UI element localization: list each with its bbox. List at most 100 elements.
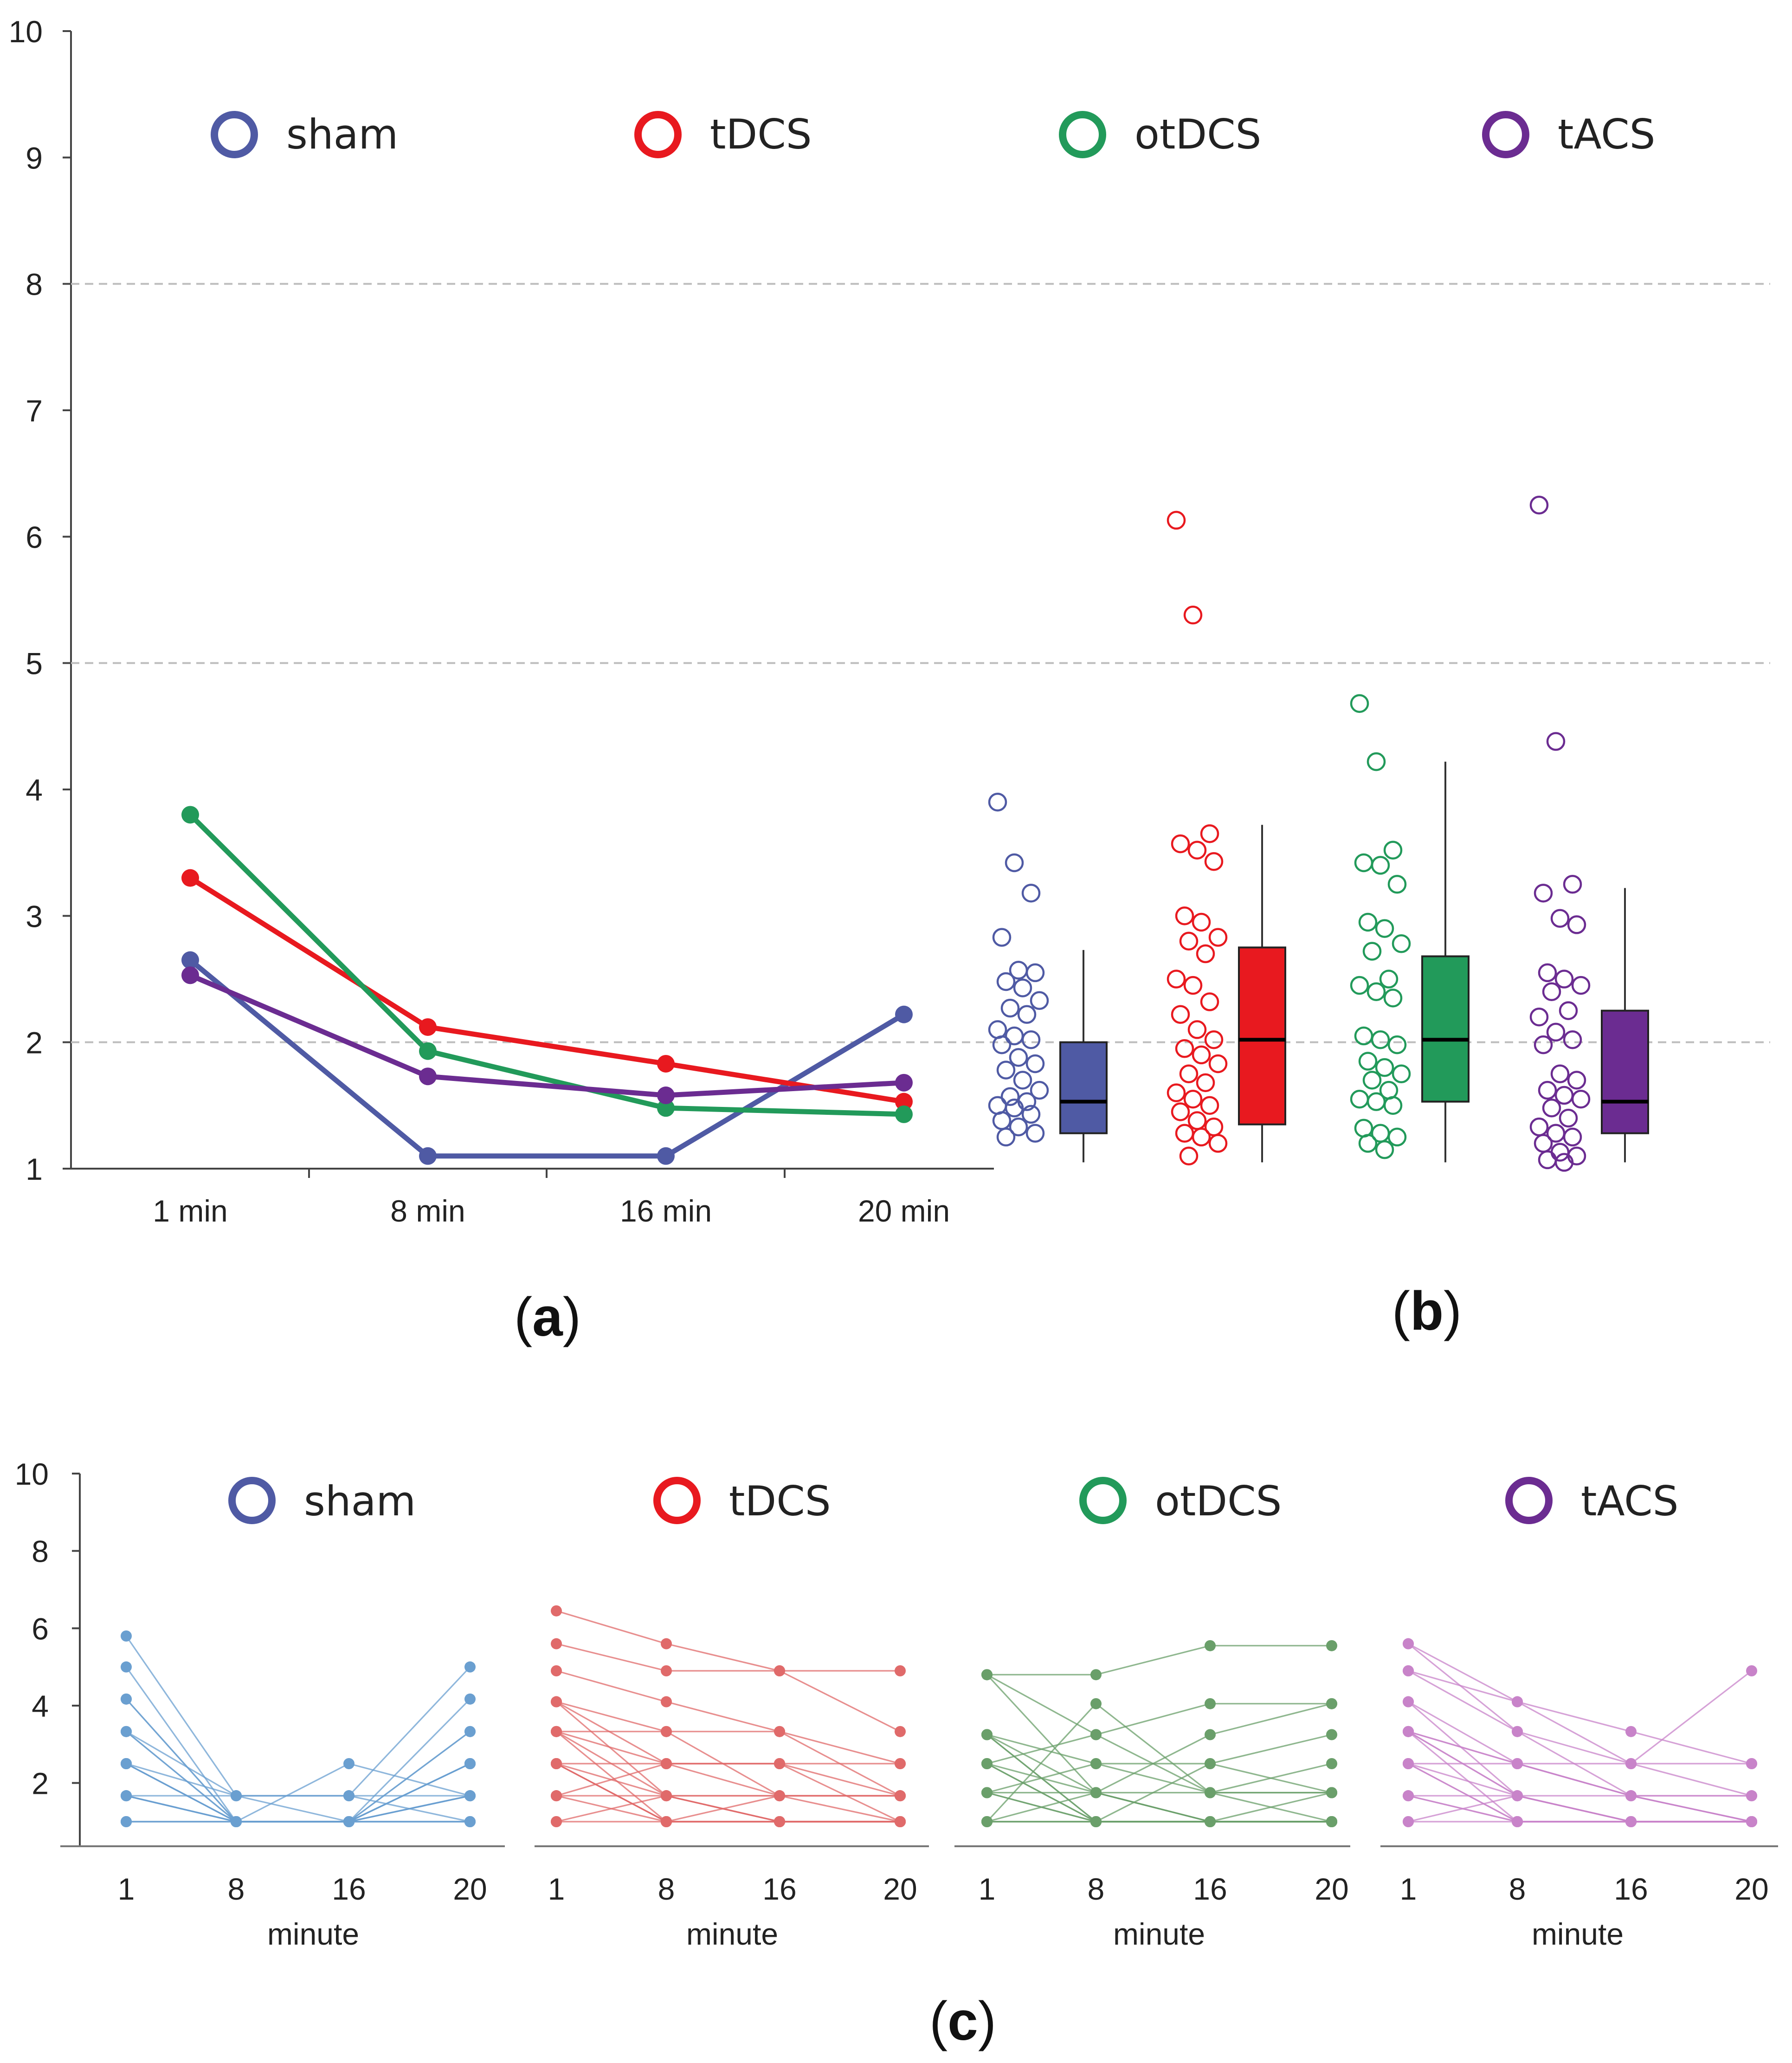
subject-line-tACS <box>1408 1763 1752 1823</box>
panel-b-boxplots <box>988 496 1649 1172</box>
subject-point-sham <box>231 1816 242 1827</box>
jitter-point-tDCS <box>1187 1020 1207 1039</box>
subject-line-tACS <box>1408 1795 1752 1823</box>
jitter-point-otDCS <box>1354 1026 1373 1046</box>
jitter-point-tACS <box>1567 1071 1586 1090</box>
jitter-point-otDCS <box>1387 1127 1407 1147</box>
subject-line-tDCS <box>556 1763 900 1823</box>
panel-c-letter: c <box>948 1991 978 2052</box>
legend-label-tDCS: tDCS <box>710 110 812 158</box>
subject-point-tDCS <box>661 1726 672 1737</box>
jitter-point-otDCS <box>1371 856 1390 875</box>
panel-a-series <box>181 806 913 1165</box>
subject-point-otDCS <box>1326 1758 1337 1769</box>
jitter-point-otDCS <box>1375 919 1394 938</box>
subject-line-sham <box>126 1763 471 1823</box>
subject-point-tDCS <box>774 1726 785 1737</box>
y-tick-label: 9 <box>26 141 43 175</box>
subject-point-otDCS <box>1205 1758 1216 1769</box>
subject-line-otDCS <box>986 1702 1332 1823</box>
jitter-point-tACS <box>1542 1099 1561 1118</box>
jitter-point-tACS <box>1534 1134 1553 1153</box>
jitter-point-tDCS <box>1183 1089 1203 1109</box>
jitter-point-tACS <box>1559 1108 1578 1128</box>
subject-point-tACS <box>1625 1758 1637 1769</box>
subject-line-otDCS <box>986 1674 1332 1736</box>
legend-marker-tACS <box>1482 111 1529 158</box>
box-sham <box>1059 1041 1108 1134</box>
c-x-tick-label: 1 <box>1400 1872 1417 1906</box>
point-otDCS <box>657 1099 675 1117</box>
subject-point-sham <box>464 1790 476 1802</box>
jitter-point-otDCS <box>1367 752 1386 771</box>
subject-line-otDCS <box>986 1763 1332 1794</box>
subject-point-otDCS <box>981 1787 993 1798</box>
box-otDCS <box>1421 955 1470 1103</box>
jitter-point-tDCS <box>1208 1134 1228 1153</box>
c-y-tick-label: 4 <box>32 1689 49 1723</box>
jitter-point-tACS <box>1534 884 1553 903</box>
subject-point-tACS <box>1403 1638 1414 1649</box>
c-x-tick-label: 16 <box>1614 1872 1648 1906</box>
subject-line-sham <box>126 1795 471 1823</box>
panel-a-y-ticks: 1 2 3 4 5 6 7 8 9 10 <box>9 14 71 1186</box>
jitter-point-tACS <box>1546 1022 1566 1042</box>
jitter-point-tDCS <box>1175 906 1194 925</box>
subject-point-otDCS <box>1090 1698 1102 1709</box>
legend-c: sham tDCS otDCS tACS <box>228 1477 1678 1525</box>
legend-c-label-otDCS: otDCS <box>1155 1477 1282 1525</box>
point-tACS <box>181 966 199 984</box>
c-x-tick-label: 20 <box>453 1872 487 1906</box>
c-x-axis-label: minute <box>686 1917 778 1951</box>
subject-point-tACS <box>1512 1696 1523 1707</box>
x-tick-label: 16 min <box>620 1194 712 1228</box>
subject-point-tACS <box>1403 1726 1414 1737</box>
y-tick-label: 8 <box>26 267 43 302</box>
jitter-point-tDCS <box>1192 912 1211 932</box>
subject-line-tACS <box>1408 1763 1752 1823</box>
subject-point-otDCS <box>1326 1729 1337 1740</box>
subject-point-tACS <box>1625 1790 1637 1802</box>
jitter-point-tACS <box>1559 1001 1578 1020</box>
panel-c-subplots: 1 8 16 20 minute 1 8 16 20 minute 1 8 16 20 minute 1 8 16… <box>60 1605 1778 1951</box>
c-y-tick-label: 2 <box>32 1766 49 1801</box>
jitter-point-otDCS <box>1387 1035 1407 1054</box>
subject-line-otDCS <box>986 1674 1332 1823</box>
subject-point-tACS <box>1403 1816 1414 1827</box>
jitter-point-tDCS <box>1192 1127 1211 1147</box>
jitter-point-otDCS <box>1392 1064 1411 1083</box>
point-tACS <box>657 1086 675 1105</box>
panel-a-label: (a) <box>514 1287 581 1348</box>
jitter-point-tACS <box>1538 1150 1557 1170</box>
subject-point-tDCS <box>551 1638 562 1649</box>
subject-point-tDCS <box>661 1665 672 1676</box>
jitter-point-tDCS <box>1179 1146 1199 1166</box>
c-x-tick-label: 16 <box>332 1872 366 1906</box>
jitter-point-tDCS <box>1171 834 1190 854</box>
c-x-axis-label: minute <box>1113 1917 1205 1951</box>
subject-point-tDCS <box>895 1665 906 1676</box>
y-tick-label: 4 <box>26 773 43 807</box>
subject-point-otDCS <box>981 1729 993 1740</box>
subject-point-tACS <box>1512 1816 1523 1827</box>
subject-point-tACS <box>1512 1790 1523 1802</box>
jitter-point-tACS <box>1550 1143 1570 1162</box>
subject-point-tDCS <box>551 1758 562 1769</box>
jitter-point-sham <box>1021 884 1041 903</box>
c-x-tick-label: 1 <box>118 1872 135 1906</box>
subject-line-tDCS <box>556 1610 900 1672</box>
jitter-point-tDCS <box>1200 1096 1219 1115</box>
jitter-point-tACS <box>1563 1127 1582 1147</box>
jitter-point-tACS <box>1571 1089 1591 1109</box>
jitter-point-otDCS <box>1354 1119 1373 1138</box>
jitter-point-tACS <box>1563 1030 1582 1049</box>
subject-point-otDCS <box>981 1816 993 1827</box>
jitter-point-tDCS <box>1196 1073 1215 1093</box>
point-tDCS <box>895 1093 913 1111</box>
subject-line-tDCS <box>556 1763 900 1823</box>
jitter-point-otDCS <box>1387 875 1407 894</box>
jitter-point-tDCS <box>1179 931 1199 951</box>
jitter-point-tDCS <box>1175 1124 1194 1143</box>
legend-label-otDCS: otDCS <box>1135 110 1261 158</box>
